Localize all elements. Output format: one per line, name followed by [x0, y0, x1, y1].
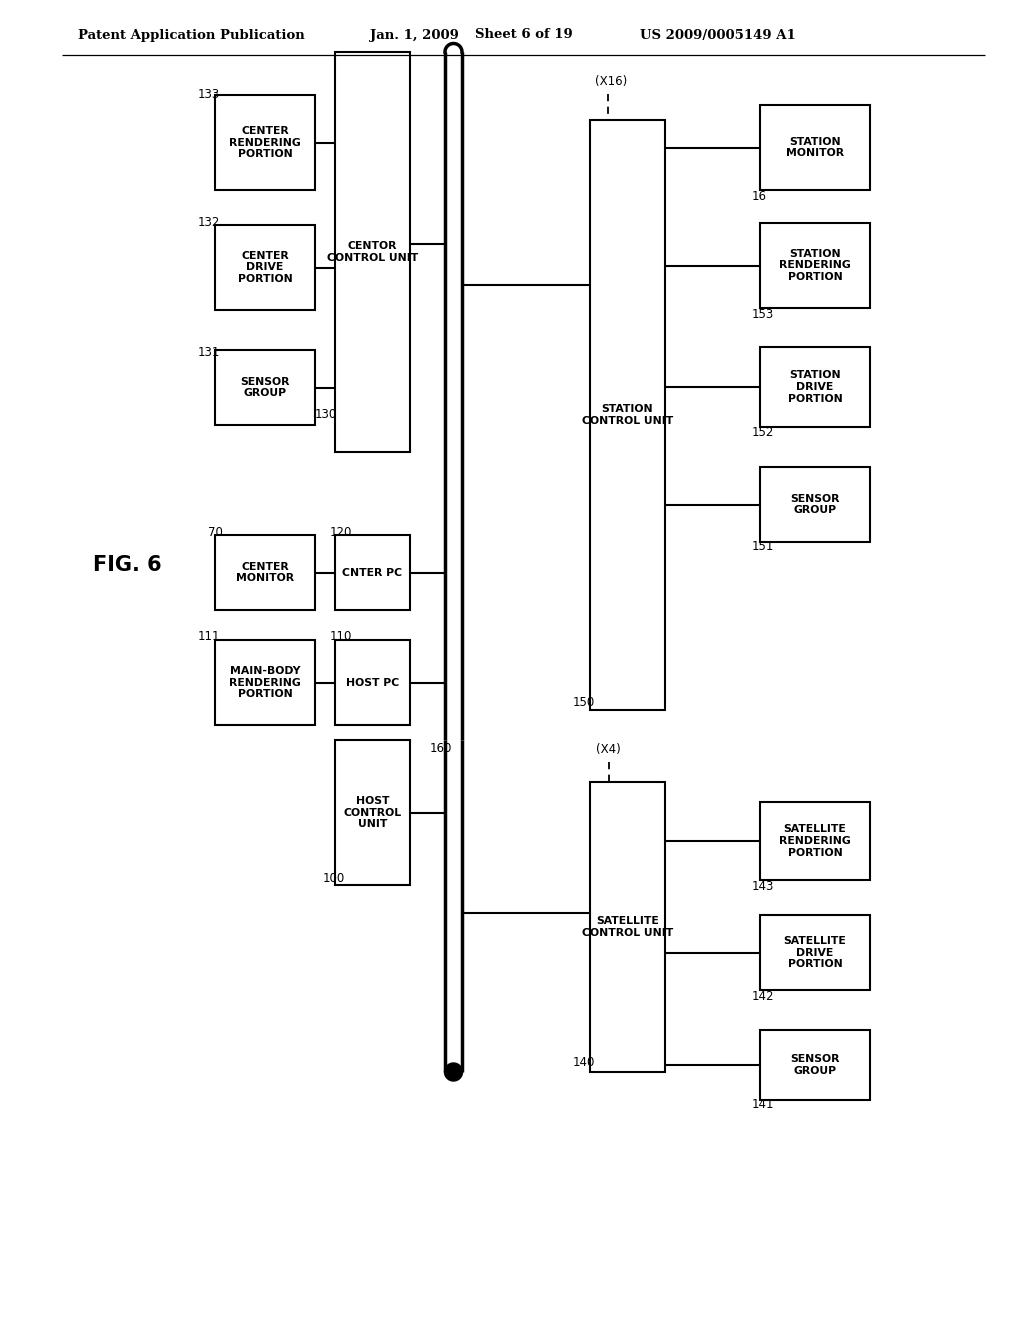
Text: CENTOR
CONTROL UNIT: CENTOR CONTROL UNIT [327, 242, 418, 263]
Text: 151: 151 [752, 540, 774, 553]
Text: MAIN-BODY
RENDERING
PORTION: MAIN-BODY RENDERING PORTION [229, 665, 301, 700]
Text: CNTER PC: CNTER PC [342, 568, 402, 578]
Text: 133: 133 [198, 88, 220, 102]
Text: 111: 111 [198, 631, 220, 644]
Text: Jan. 1, 2009: Jan. 1, 2009 [370, 29, 459, 41]
Bar [760, 467, 870, 543]
Bar [590, 120, 665, 710]
Text: CENTER
MONITOR: CENTER MONITOR [236, 562, 294, 583]
Text: FIG. 6: FIG. 6 [93, 554, 162, 576]
Text: SATELLITE
CONTROL UNIT: SATELLITE CONTROL UNIT [582, 916, 673, 937]
Text: (X16): (X16) [595, 75, 628, 88]
Bar [215, 95, 315, 190]
Text: STATION
DRIVE
PORTION: STATION DRIVE PORTION [787, 371, 843, 404]
Text: US 2009/0005149 A1: US 2009/0005149 A1 [640, 29, 796, 41]
Text: HOST
CONTROL
UNIT: HOST CONTROL UNIT [343, 796, 401, 829]
Text: Patent Application Publication: Patent Application Publication [78, 29, 305, 41]
Bar [215, 350, 315, 425]
Text: 132: 132 [198, 215, 220, 228]
Text: Sheet 6 of 19: Sheet 6 of 19 [475, 29, 572, 41]
Text: 110: 110 [330, 631, 352, 644]
Text: (X4): (X4) [596, 743, 621, 756]
Text: CENTER
DRIVE
PORTION: CENTER DRIVE PORTION [238, 251, 293, 284]
Text: 120: 120 [330, 525, 352, 539]
Text: 131: 131 [198, 346, 220, 359]
Bar [760, 915, 870, 990]
Bar [760, 223, 870, 308]
Text: 16: 16 [752, 190, 767, 203]
Text: 100: 100 [323, 871, 345, 884]
Text: SATELLITE
DRIVE
PORTION: SATELLITE DRIVE PORTION [783, 936, 847, 969]
Text: STATION
MONITOR: STATION MONITOR [786, 137, 844, 158]
Bar [590, 781, 665, 1072]
Bar [760, 803, 870, 880]
Bar [215, 640, 315, 725]
Bar [335, 535, 410, 610]
Text: STATION
CONTROL UNIT: STATION CONTROL UNIT [582, 404, 673, 426]
Text: 143: 143 [752, 880, 774, 894]
Text: 142: 142 [752, 990, 774, 1003]
Bar [335, 640, 410, 725]
Text: SENSOR
GROUP: SENSOR GROUP [241, 376, 290, 399]
Bar [335, 741, 410, 884]
Text: HOST PC: HOST PC [346, 677, 399, 688]
Text: 153: 153 [752, 309, 774, 322]
Text: 160: 160 [430, 742, 453, 755]
Bar [335, 51, 410, 451]
Text: SATELLITE
RENDERING
PORTION: SATELLITE RENDERING PORTION [779, 825, 851, 858]
Text: SENSOR
GROUP: SENSOR GROUP [791, 1055, 840, 1076]
Bar [760, 347, 870, 426]
Text: 130: 130 [315, 408, 337, 421]
Bar [215, 224, 315, 310]
Bar [760, 1030, 870, 1100]
Text: 152: 152 [752, 426, 774, 440]
Text: SENSOR
GROUP: SENSOR GROUP [791, 494, 840, 515]
Bar [760, 106, 870, 190]
Polygon shape [444, 1063, 463, 1081]
Text: 70: 70 [208, 525, 223, 539]
Text: 150: 150 [573, 696, 595, 709]
Text: STATION
RENDERING
PORTION: STATION RENDERING PORTION [779, 249, 851, 282]
Bar [215, 535, 315, 610]
Text: 141: 141 [752, 1098, 774, 1111]
Text: CENTER
RENDERING
PORTION: CENTER RENDERING PORTION [229, 125, 301, 160]
Text: 140: 140 [573, 1056, 595, 1068]
